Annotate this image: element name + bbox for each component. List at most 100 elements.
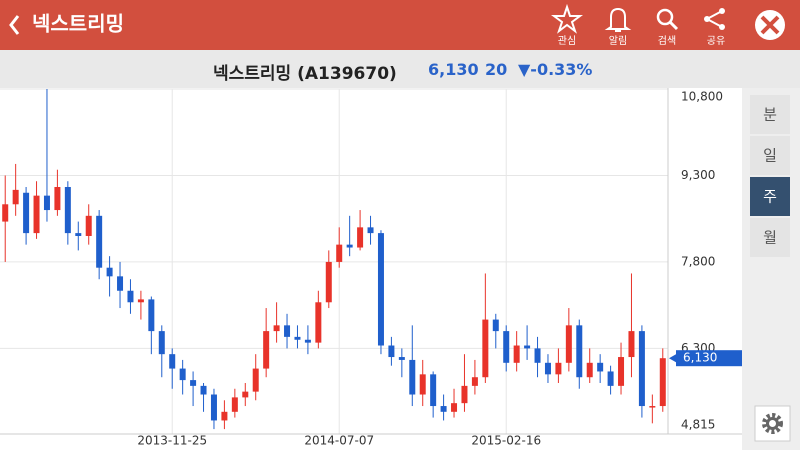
stock-change-pct: ▼-0.33%: [518, 60, 593, 79]
candle-body: [430, 374, 437, 407]
candle-body: [388, 345, 395, 358]
candle-body: [284, 325, 291, 337]
candle-body: [357, 227, 364, 248]
candle-body: [127, 290, 134, 303]
candle-body: [586, 362, 593, 378]
current-price-pointer: [669, 354, 676, 363]
candle-body: [649, 406, 656, 408]
current-price-box: [676, 350, 742, 367]
candle-body: [54, 186, 61, 211]
y-tick-label: 4,815: [681, 418, 715, 432]
candle-body: [33, 195, 40, 234]
candle-body: [304, 339, 311, 343]
candle-body: [482, 319, 489, 378]
stock-bar: 넥스트리밍 (A139670) 6,130 20 ▼-0.33%: [0, 50, 800, 88]
candle-body: [513, 345, 520, 363]
candle-body: [565, 325, 572, 363]
candle-body: [471, 377, 478, 386]
candle-body: [148, 299, 155, 332]
stock-price: 6,130: [428, 60, 479, 79]
x-tick-label: 2013-11-25: [137, 434, 207, 448]
x-tick-label: 2015-02-16: [471, 434, 541, 448]
period-button[interactable]: [750, 95, 790, 134]
candle-body: [263, 331, 270, 369]
stock-change: 20: [485, 60, 508, 79]
candle-body: [461, 385, 468, 404]
candle-body: [117, 276, 124, 291]
candle-body: [492, 319, 499, 332]
candle-body: [231, 397, 238, 412]
candle-body: [43, 195, 50, 211]
candle-body: [524, 345, 531, 349]
app-title: 넥스트리밍: [32, 12, 124, 36]
candle-body: [325, 261, 332, 303]
action-label[interactable]: 관심: [558, 35, 576, 47]
candle-body: [367, 227, 374, 234]
candle-body: [544, 362, 551, 375]
candle-body: [23, 192, 30, 234]
stock-name: 넥스트리밍 (A139670): [213, 64, 397, 84]
candle-body: [451, 403, 458, 412]
candle-body: [628, 331, 635, 358]
period-label[interactable]: 일: [763, 147, 777, 165]
candle-body: [273, 325, 280, 332]
back-icon[interactable]: [9, 15, 20, 35]
candle-body: [64, 186, 71, 234]
plot-area: [0, 88, 742, 450]
candle-body: [12, 189, 19, 205]
y-tick-label: 9,300: [681, 168, 715, 182]
x-tick-label: 2014-07-07: [304, 434, 374, 448]
candle-body: [200, 385, 207, 395]
candle-body: [576, 325, 583, 378]
star-icon[interactable]: [551, 3, 583, 34]
period-button[interactable]: [750, 218, 790, 257]
action-label[interactable]: 공유: [707, 35, 725, 47]
candle-body: [336, 244, 343, 262]
candle-body: [597, 362, 604, 372]
candle-body: [190, 380, 197, 386]
candle-body: [294, 336, 301, 340]
candle-body: [221, 411, 228, 421]
period-label[interactable]: 분: [763, 106, 777, 124]
candle-body: [618, 357, 625, 386]
candle-body: [346, 244, 353, 248]
candle-body: [252, 368, 259, 392]
bell-icon[interactable]: [604, 7, 632, 32]
candle-body: [440, 406, 447, 412]
candle-body: [419, 374, 426, 395]
candle-body: [242, 391, 249, 398]
candle-body: [179, 368, 186, 381]
candle-body: [398, 357, 405, 360]
candle-body: [377, 233, 384, 346]
candle-body: [2, 204, 9, 222]
candle-body: [409, 359, 416, 395]
candle-body: [534, 348, 541, 363]
period-button[interactable]: [750, 136, 790, 175]
candle-body: [137, 299, 144, 303]
candle-body: [169, 354, 176, 369]
candle-body: [85, 215, 92, 236]
period-button[interactable]: [750, 177, 790, 216]
period-label[interactable]: 주: [763, 188, 777, 206]
app-header: 넥스트리밍 관심 알림 검색 공유: [0, 0, 800, 50]
candle-body: [503, 331, 510, 363]
settings-button[interactable]: [754, 405, 791, 442]
candle-body: [158, 331, 165, 355]
candle-body: [315, 302, 322, 343]
period-label[interactable]: 월: [763, 229, 777, 247]
action-label[interactable]: 검색: [658, 35, 676, 47]
candle-body: [607, 371, 614, 386]
candle-body: [96, 215, 103, 268]
search-icon[interactable]: [656, 8, 674, 26]
candle-body: [75, 233, 82, 236]
candle-body: [659, 358, 666, 407]
current-price-label: 6,130: [683, 351, 717, 365]
candle-body: [638, 331, 645, 407]
candle-body: [555, 362, 562, 375]
header-graphics: 넥스트리밍 관심 알림 검색 공유: [9, 3, 785, 47]
y-tick-label: 7,800: [681, 254, 715, 268]
action-label[interactable]: 알림: [609, 35, 627, 47]
candle-body: [106, 267, 113, 277]
